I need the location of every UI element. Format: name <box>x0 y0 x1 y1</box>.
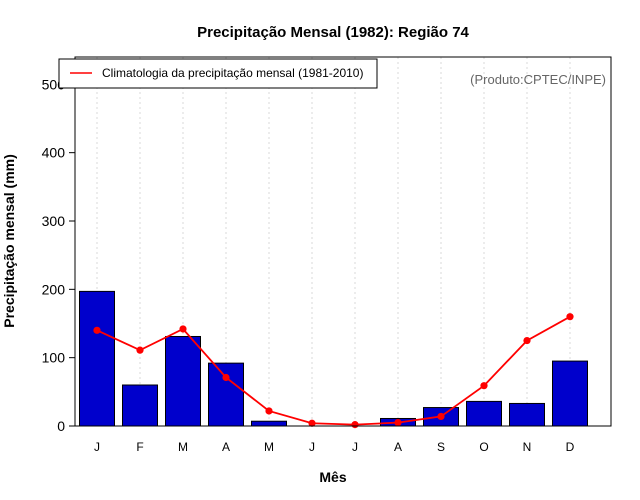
chart-title: Precipitação Mensal (1982): Região 74 <box>197 24 469 41</box>
y-tick-label: 400 <box>42 145 66 161</box>
x-tick-label: J <box>309 440 315 454</box>
climatology-point-11 <box>566 313 574 321</box>
climatology-point-7 <box>394 418 402 427</box>
climatology-point-10 <box>523 336 531 345</box>
y-tick-label: 100 <box>42 350 66 366</box>
source-annotation: (Produto:CPTEC/INPE) <box>470 72 606 87</box>
climatology-point-1 <box>136 346 144 354</box>
bar-10 <box>509 402 545 427</box>
grid-lines <box>96 57 571 426</box>
bar-series <box>79 290 588 427</box>
x-tick-label: M <box>178 440 188 454</box>
x-tick-label: N <box>523 440 532 454</box>
bar-1 <box>122 384 158 427</box>
bar-2 <box>165 335 201 427</box>
bar-0 <box>79 290 115 427</box>
x-tick-label: A <box>394 440 402 454</box>
climatology-point-4 <box>265 407 273 415</box>
y-tick-label: 0 <box>57 418 65 434</box>
x-tick-label: D <box>566 440 575 454</box>
y-axis-label: Precipitação mensal (mm) <box>1 154 17 328</box>
climatology-point-5 <box>308 419 316 427</box>
y-tick-label: 200 <box>42 281 66 297</box>
x-tick-label: J <box>94 440 100 454</box>
x-tick-label: O <box>479 440 488 454</box>
climatology-line-series <box>93 313 574 429</box>
climatology-point-2 <box>179 325 187 333</box>
y-tick-label: 300 <box>42 213 66 229</box>
bar-4 <box>251 420 287 427</box>
x-tick-label: S <box>437 440 445 454</box>
legend-box <box>58 58 378 89</box>
bar-3 <box>208 362 244 427</box>
plot-area <box>74 56 612 427</box>
climatology-point-3 <box>222 373 230 382</box>
climatology-point-0 <box>93 326 101 334</box>
x-tick-label: F <box>136 440 143 454</box>
climatology-point-6 <box>351 421 359 429</box>
x-tick-label: A <box>222 440 230 454</box>
legend-entry-climatology: Climatologia da precipitação mensal (198… <box>102 66 363 80</box>
x-tick-label: J <box>352 440 358 454</box>
bar-11 <box>552 360 588 427</box>
x-axis-label: Mês <box>319 469 346 485</box>
bar-9 <box>466 400 502 427</box>
climatology-point-8 <box>437 412 445 421</box>
climatology-point-9 <box>480 382 488 390</box>
climatology-line <box>96 315 571 426</box>
legend: Climatologia da precipitação mensal (198… <box>58 58 378 89</box>
x-tick-label: M <box>264 440 274 454</box>
